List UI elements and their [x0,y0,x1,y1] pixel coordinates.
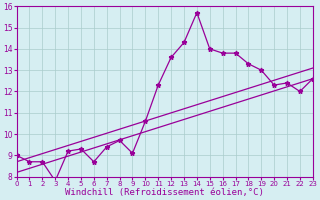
X-axis label: Windchill (Refroidissement éolien,°C): Windchill (Refroidissement éolien,°C) [65,188,264,197]
